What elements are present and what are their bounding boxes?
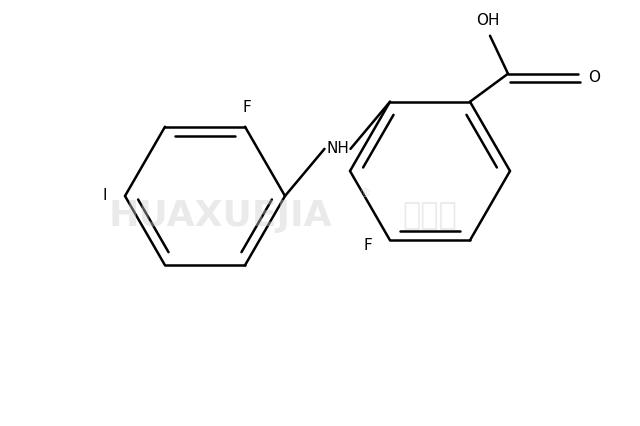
Text: O: O bbox=[588, 70, 600, 85]
Text: OH: OH bbox=[476, 13, 500, 28]
Text: ®: ® bbox=[359, 187, 371, 201]
Text: NH: NH bbox=[326, 141, 349, 156]
Text: F: F bbox=[364, 238, 372, 253]
Text: HUAXUEJIA: HUAXUEJIA bbox=[108, 199, 332, 233]
Text: I: I bbox=[102, 188, 107, 204]
Text: 化学加: 化学加 bbox=[403, 201, 458, 230]
Text: F: F bbox=[243, 100, 252, 115]
